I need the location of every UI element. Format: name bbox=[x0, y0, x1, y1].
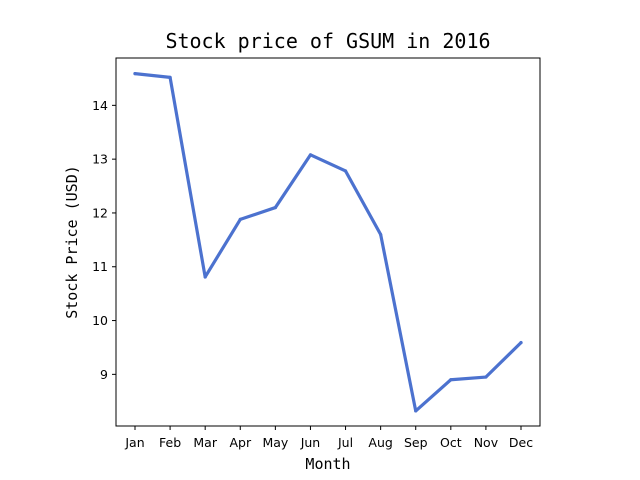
data-point bbox=[273, 205, 277, 210]
y-tick-label: 10 bbox=[92, 313, 108, 328]
x-tick-label: Apr bbox=[229, 435, 251, 450]
data-point bbox=[168, 75, 172, 79]
x-tick-label: Oct bbox=[440, 435, 462, 450]
y-tick-label: 13 bbox=[92, 152, 108, 167]
data-point bbox=[414, 409, 418, 413]
data-point bbox=[308, 153, 313, 157]
y-tick-label: 9 bbox=[100, 367, 108, 382]
x-axis: Jan Feb Mar Apr May Jun Jul Aug Sep Oct Nov Dec bbox=[124, 426, 533, 450]
y-tick-label: 12 bbox=[92, 205, 108, 220]
data-point bbox=[484, 375, 488, 379]
x-tick-label: Jul bbox=[337, 435, 353, 450]
data-point bbox=[379, 232, 383, 237]
x-tick-label: Aug bbox=[368, 435, 392, 450]
x-tick-label: Nov bbox=[474, 435, 499, 450]
y-tick-label: 14 bbox=[92, 98, 108, 113]
series-line bbox=[133, 72, 523, 413]
data-point bbox=[343, 169, 348, 173]
data-points bbox=[133, 72, 523, 413]
x-tick-label: Feb bbox=[159, 435, 181, 450]
y-axis: 9 10 11 12 13 14 bbox=[92, 98, 116, 382]
chart-title: Stock price of GSUM in 2016 bbox=[165, 29, 490, 53]
x-tick-label: May bbox=[262, 435, 288, 450]
x-tick-label: Jan bbox=[124, 435, 144, 450]
data-point bbox=[203, 275, 207, 279]
y-axis-label: Stock Price (USD) bbox=[63, 165, 81, 319]
data-point bbox=[238, 217, 242, 222]
plot-frame bbox=[115, 57, 541, 427]
x-axis-label: Month bbox=[305, 455, 350, 473]
y-tick-label: 11 bbox=[92, 259, 108, 274]
data-point bbox=[519, 341, 523, 345]
x-tick-label: Dec bbox=[509, 435, 533, 450]
data-point bbox=[449, 378, 453, 382]
x-tick-label: Jun bbox=[300, 435, 321, 450]
x-tick-label: Mar bbox=[193, 435, 217, 450]
data-point bbox=[133, 72, 137, 76]
x-tick-label: Sep bbox=[404, 435, 428, 450]
